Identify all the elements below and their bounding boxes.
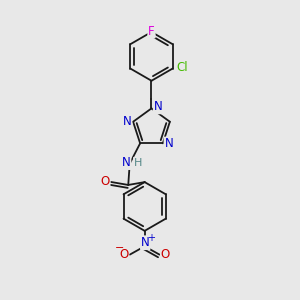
Text: N: N <box>141 236 150 249</box>
Text: O: O <box>119 248 128 260</box>
Text: H: H <box>134 158 142 168</box>
Text: N: N <box>164 137 173 150</box>
Text: N: N <box>123 115 131 128</box>
Text: N: N <box>122 156 130 169</box>
Text: N: N <box>154 100 162 113</box>
Text: Cl: Cl <box>176 61 188 74</box>
Text: −: − <box>115 243 124 253</box>
Text: F: F <box>148 25 155 38</box>
Text: O: O <box>100 176 110 188</box>
Text: +: + <box>147 233 155 243</box>
Text: O: O <box>161 248 170 260</box>
